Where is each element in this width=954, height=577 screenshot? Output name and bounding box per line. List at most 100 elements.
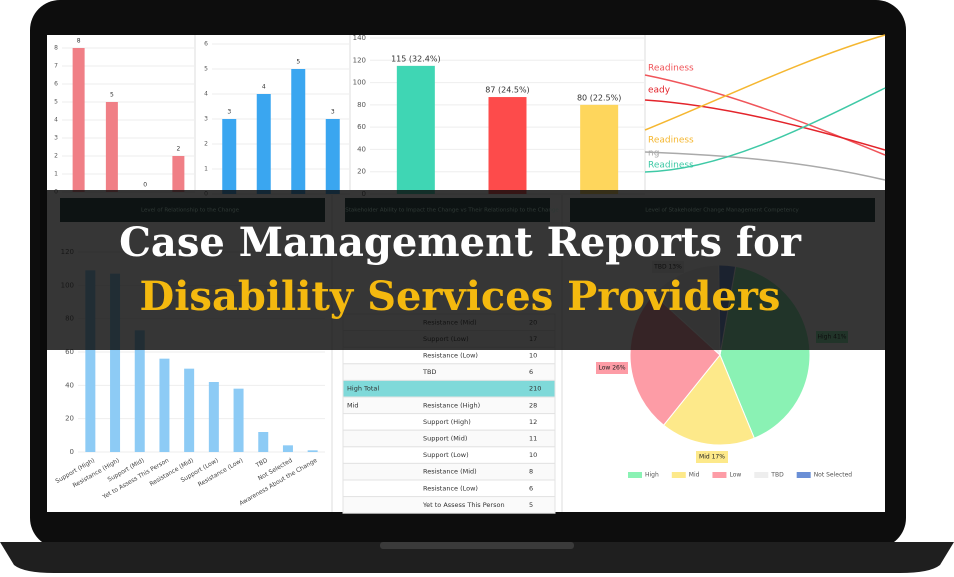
- value-label: 4: [262, 84, 266, 91]
- value-label: 2: [176, 146, 180, 153]
- legend-label: TBD: [770, 472, 784, 479]
- value-label: 8: [77, 38, 81, 45]
- pie-label-box: [596, 362, 628, 374]
- bar: [580, 104, 619, 194]
- headline-banner: [40, 190, 886, 350]
- y-tick-label: 140: [353, 34, 366, 42]
- table-cell: Support (Mid): [423, 435, 467, 443]
- pie-label: Mid 17%: [699, 454, 725, 461]
- bar: [105, 102, 118, 192]
- bar: [172, 156, 185, 192]
- table-cell: Resistance (Low): [423, 352, 478, 360]
- y-tick-label: 8: [54, 45, 58, 52]
- table-cell: Mid: [347, 401, 359, 409]
- table-cell: 210: [529, 385, 541, 393]
- bar: [325, 119, 340, 194]
- bar: [233, 388, 244, 452]
- line-label: eady: [648, 86, 671, 96]
- headline-line1: Case Management Reports for: [119, 219, 802, 266]
- table-cell: 12: [529, 418, 537, 426]
- bar: [291, 69, 306, 194]
- bar: [208, 382, 219, 452]
- value-label: 3: [227, 109, 231, 116]
- trend-line: [644, 151, 886, 181]
- bar: [396, 65, 435, 194]
- y-tick-label: 4: [204, 91, 208, 98]
- y-tick-label: 20: [65, 415, 74, 423]
- bar: [488, 97, 527, 194]
- value-label: 5: [296, 59, 300, 66]
- y-tick-label: 20: [357, 168, 366, 176]
- y-tick-label: 1: [204, 166, 208, 173]
- table-cell: TBD: [422, 368, 436, 376]
- pie-label-box: [696, 451, 728, 463]
- line-label: Readiness: [648, 64, 694, 74]
- table-cell: High Total: [347, 385, 379, 393]
- bar: [72, 48, 85, 192]
- bar: [134, 330, 145, 452]
- table-cell: Resistance (Low): [423, 484, 478, 492]
- legend-swatch: [671, 472, 686, 478]
- y-tick-label: 6: [204, 41, 208, 48]
- trend-line: [644, 87, 886, 173]
- laptop-notch: [380, 542, 574, 549]
- table-cell: 28: [529, 401, 537, 409]
- y-tick-label: 60: [65, 348, 74, 356]
- table-cell: 8: [529, 468, 533, 476]
- bar: [307, 450, 318, 452]
- legend-label: Not Selected: [814, 472, 853, 479]
- line-label: ng: [648, 149, 659, 159]
- y-tick-label: 40: [65, 381, 74, 389]
- table-cell: 11: [529, 435, 537, 443]
- bar: [222, 119, 237, 194]
- bar: [258, 432, 269, 452]
- table-cell: Yet to Assess This Person: [422, 501, 505, 509]
- y-tick-label: 2: [54, 153, 58, 160]
- legend-label: High: [645, 472, 659, 479]
- table-row: [342, 363, 556, 381]
- table-cell: Support (High): [423, 418, 471, 426]
- y-tick-label: 40: [357, 145, 366, 153]
- y-tick-label: 6: [54, 81, 58, 88]
- y-tick-label: 1: [54, 171, 58, 178]
- pie-slice: [662, 354, 755, 446]
- line-label: Readiness: [648, 161, 694, 171]
- table-row: [342, 496, 556, 514]
- pie-label: Low 26%: [598, 365, 625, 372]
- table-cell: Resistance (High): [423, 401, 480, 409]
- table-cell: 6: [529, 368, 533, 376]
- value-label: 5: [110, 92, 114, 99]
- bar: [184, 368, 195, 452]
- value-label: 115 (32.4%): [391, 54, 440, 63]
- trend-line: [644, 99, 886, 151]
- y-tick-label: 4: [54, 117, 58, 124]
- y-tick-label: 5: [54, 99, 58, 106]
- legend-swatch: [628, 472, 642, 478]
- table-cell: Resistance (Mid): [423, 468, 477, 476]
- value-label: 0: [143, 182, 147, 189]
- bar: [85, 270, 96, 452]
- trend-line: [644, 74, 886, 156]
- legend-swatch: [796, 472, 811, 478]
- y-tick-label: 3: [54, 135, 58, 142]
- table-cell: 5: [529, 501, 533, 509]
- y-tick-label: 100: [353, 79, 366, 87]
- legend-swatch: [712, 472, 727, 478]
- legend-label: Mid: [689, 472, 700, 479]
- y-tick-label: 5: [204, 66, 208, 73]
- value-label: 87 (24.5%): [485, 86, 529, 95]
- line-label: Readiness: [648, 136, 694, 146]
- y-tick-label: 80: [357, 101, 366, 109]
- y-tick-label: 2: [204, 141, 208, 148]
- y-tick-label: 120: [353, 56, 366, 64]
- bar: [256, 94, 271, 194]
- value-label: 80 (22.5%): [577, 93, 621, 102]
- laptop-base: [0, 542, 954, 573]
- table-cell: 6: [529, 484, 533, 492]
- legend-swatch: [754, 472, 769, 478]
- table-cell: Support (Low): [423, 451, 469, 459]
- y-tick-label: 7: [54, 63, 58, 70]
- table-cell: 10: [529, 451, 537, 459]
- trend-line: [644, 34, 886, 131]
